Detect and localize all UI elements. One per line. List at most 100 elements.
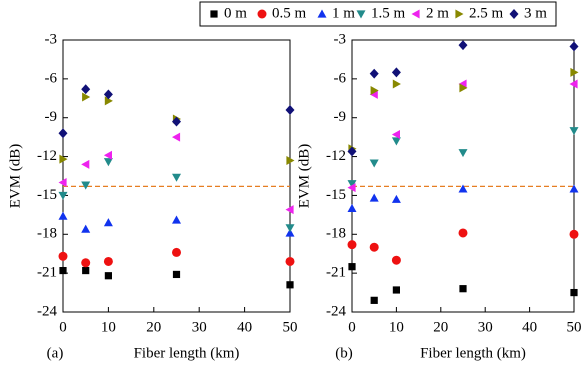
data-point	[172, 215, 181, 224]
y-tick-label: -18	[326, 226, 346, 242]
x-tick-label: 30	[478, 319, 493, 335]
y-tick-label: -3	[45, 31, 58, 47]
data-point	[58, 191, 68, 200]
plot-frame	[62, 39, 291, 313]
data-point	[569, 184, 579, 193]
x-tick-label: 40	[237, 319, 252, 335]
data-point	[458, 149, 468, 158]
legend-label: 1 m	[332, 5, 355, 21]
data-point	[172, 116, 181, 127]
data-point	[570, 288, 578, 297]
y-tick-label: -6	[45, 70, 58, 86]
data-point	[347, 180, 357, 189]
y-axis-label: EVM (dB)	[296, 144, 312, 209]
data-point	[81, 258, 91, 268]
data-point	[285, 104, 295, 115]
y-tick-label: -24	[37, 303, 57, 319]
y-tick-label: -21	[326, 265, 346, 281]
x-tick-label: 10	[389, 319, 404, 335]
data-point	[369, 242, 379, 252]
data-point	[459, 285, 467, 293]
y-tick-label: -6	[334, 70, 347, 86]
legend-marker	[509, 9, 519, 19]
data-point	[347, 183, 356, 193]
data-point	[458, 79, 467, 89]
data-point	[369, 68, 379, 79]
data-point	[570, 67, 579, 77]
legend-marker	[411, 9, 420, 19]
x-tick-label: 40	[522, 319, 537, 335]
data-point	[59, 154, 68, 164]
data-point	[569, 127, 579, 136]
plot-frame	[351, 39, 575, 313]
data-point	[104, 272, 112, 280]
data-point	[285, 228, 295, 237]
legend-marker	[356, 10, 366, 19]
data-point	[391, 255, 401, 265]
x-tick-label: 20	[433, 319, 448, 335]
x-tick-label: 20	[146, 319, 161, 335]
legend-label: 1.5 m	[371, 5, 406, 21]
data-point	[58, 128, 68, 139]
y-tick-label: -9	[45, 109, 58, 125]
y-tick-label: -9	[334, 109, 347, 125]
y-tick-label: -15	[37, 187, 57, 203]
data-point	[391, 137, 401, 146]
data-point	[347, 203, 357, 212]
data-point	[369, 159, 379, 168]
data-point	[369, 193, 379, 202]
data-point	[58, 211, 68, 220]
data-point	[58, 251, 68, 261]
y-tick-label: -12	[37, 148, 57, 164]
data-point	[172, 247, 181, 257]
data-point	[347, 240, 357, 250]
y-tick-label: -3	[334, 31, 347, 47]
x-tick-label: 0	[348, 319, 356, 335]
data-point	[172, 173, 181, 182]
data-point	[391, 130, 400, 140]
data-point	[286, 281, 294, 289]
y-tick-label: -21	[37, 265, 57, 281]
legend-marker	[210, 10, 218, 18]
y-tick-label: -15	[326, 187, 346, 203]
data-point	[370, 296, 378, 304]
legend-label: 0 m	[224, 5, 247, 21]
x-tick-label: 30	[192, 319, 207, 335]
data-point	[82, 266, 90, 275]
legend-label: 0.5 m	[272, 5, 307, 21]
legend-marker	[317, 9, 327, 18]
y-tick-label: -18	[37, 226, 57, 242]
data-point	[458, 184, 468, 193]
data-point	[569, 229, 579, 239]
data-point	[104, 96, 113, 106]
y-tick-label: -12	[326, 148, 346, 164]
data-point	[172, 132, 181, 142]
data-point	[391, 67, 401, 78]
data-point	[81, 159, 90, 169]
data-point	[81, 224, 91, 233]
data-point	[103, 218, 113, 227]
x-axis-label: Fiber length (km)	[420, 345, 526, 361]
data-point	[285, 256, 295, 266]
data-point	[285, 224, 295, 233]
data-point	[103, 150, 112, 160]
data-point	[569, 41, 579, 52]
x-tick-label: 0	[59, 319, 67, 335]
data-point	[348, 263, 356, 271]
data-point	[172, 270, 181, 279]
x-tick-label: 50	[283, 319, 298, 335]
x-tick-label: 10	[101, 319, 116, 335]
x-tick-label: 50	[567, 319, 582, 335]
legend-label: 2.5 m	[469, 5, 504, 21]
data-point	[458, 228, 468, 238]
data-point	[459, 83, 468, 93]
panel-label: (b)	[335, 345, 353, 361]
data-point	[458, 40, 468, 51]
legend-marker	[257, 9, 267, 19]
data-point	[391, 194, 401, 203]
data-point	[103, 158, 113, 167]
data-point	[81, 181, 91, 190]
data-point	[369, 89, 378, 99]
data-point	[103, 256, 113, 266]
data-point	[392, 286, 400, 294]
